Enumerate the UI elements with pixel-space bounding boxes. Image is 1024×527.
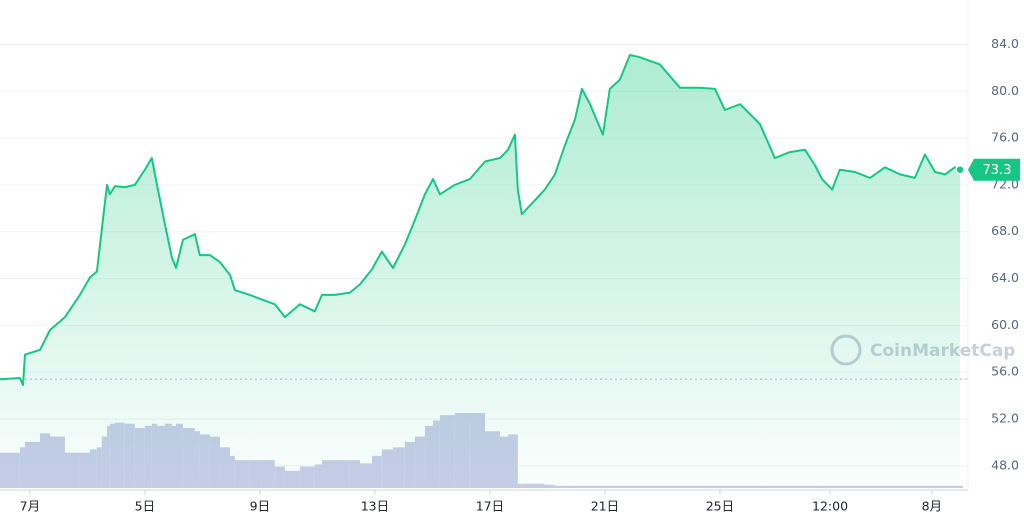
x-tick-label: 21日 bbox=[591, 499, 619, 514]
price-tag bbox=[968, 158, 1020, 181]
x-tick-label: 17日 bbox=[476, 499, 504, 514]
price-line bbox=[0, 54, 961, 386]
y-tick-label: 84.0 bbox=[991, 36, 1019, 51]
price-tag-label: 73.3 bbox=[983, 163, 1012, 178]
x-tick-label: 12:00 bbox=[812, 499, 848, 514]
x-tick-label: 9日 bbox=[250, 499, 270, 514]
x-tick-label: 8月 bbox=[922, 499, 942, 514]
y-tick-label: 56.0 bbox=[991, 364, 1019, 379]
y-tick-label: 48.0 bbox=[991, 457, 1019, 472]
x-tick-label: 5日 bbox=[135, 499, 155, 514]
y-tick-label: 76.0 bbox=[991, 130, 1019, 145]
x-tick-label: 25日 bbox=[706, 499, 734, 514]
last-point bbox=[955, 164, 965, 175]
y-tick-label: 60.0 bbox=[991, 317, 1019, 332]
x-tick-label: 13日 bbox=[361, 499, 389, 514]
volume-bar bbox=[960, 485, 963, 488]
area-fill bbox=[0, 55, 960, 488]
y-tick-label: 80.0 bbox=[991, 83, 1019, 98]
y-tick-label: 68.0 bbox=[991, 223, 1019, 238]
y-tick-label: 52.0 bbox=[991, 410, 1019, 425]
y-tick-label: 64.0 bbox=[991, 270, 1019, 285]
x-tick-label: 7月 bbox=[20, 499, 40, 514]
